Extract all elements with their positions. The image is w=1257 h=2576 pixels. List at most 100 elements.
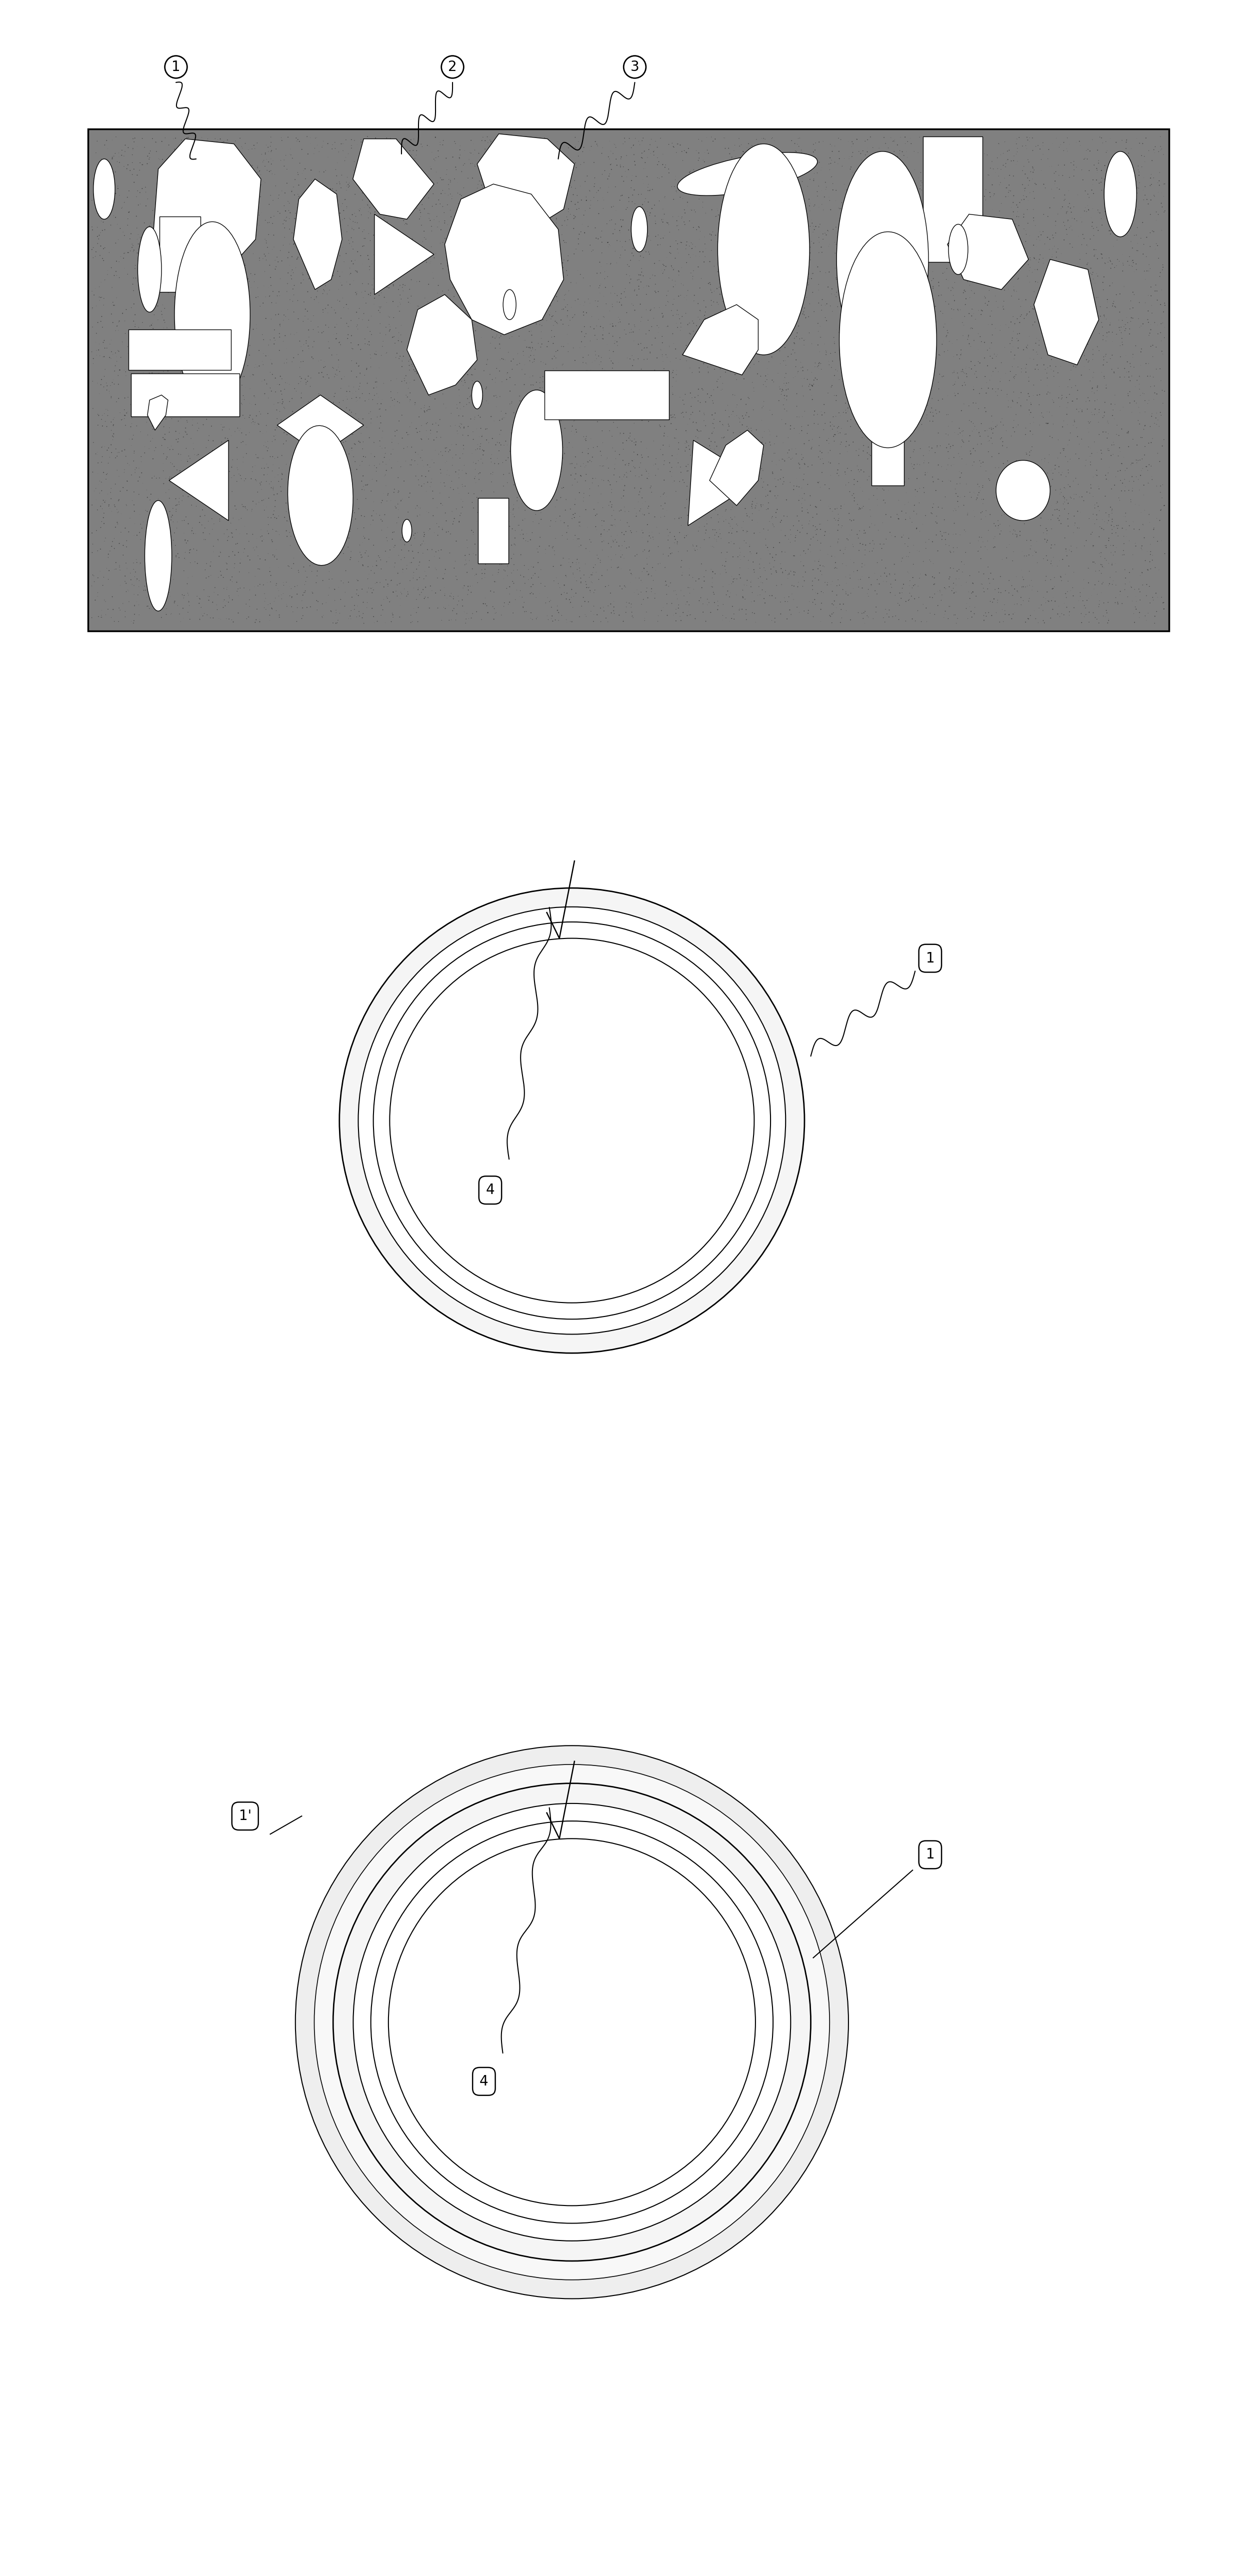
Point [500, 263, 520, 304]
Point [654, 474, 674, 515]
Point [573, 196, 593, 237]
Point [847, 162, 867, 204]
Point [1076, 381, 1096, 422]
Point [1154, 191, 1174, 232]
Point [999, 477, 1019, 518]
Point [919, 425, 939, 466]
Point [549, 567, 569, 608]
Point [994, 263, 1014, 304]
Point [900, 415, 920, 456]
Point [664, 322, 684, 363]
Point [563, 374, 583, 415]
Point [1099, 188, 1119, 229]
Point [571, 502, 591, 544]
Point [934, 500, 954, 541]
Point [272, 459, 292, 500]
Point [659, 567, 679, 608]
Point [997, 495, 1017, 536]
Polygon shape [683, 304, 758, 376]
Point [807, 495, 827, 536]
Point [173, 574, 194, 616]
Point [387, 381, 407, 422]
Point [931, 518, 952, 559]
Point [828, 407, 848, 448]
Point [980, 242, 1001, 283]
Point [571, 526, 591, 567]
Point [799, 500, 820, 541]
Point [224, 294, 244, 335]
Point [781, 461, 801, 502]
Point [432, 507, 453, 549]
Point [398, 368, 419, 410]
Point [1121, 482, 1141, 523]
Point [762, 118, 782, 160]
Point [400, 381, 420, 422]
Point [333, 479, 353, 520]
Point [390, 598, 410, 639]
Point [412, 456, 432, 497]
Point [1003, 183, 1023, 224]
Point [1024, 590, 1045, 631]
Point [1153, 185, 1173, 227]
Point [419, 291, 439, 332]
Point [557, 358, 577, 399]
Point [606, 167, 626, 209]
Point [263, 495, 283, 536]
Point [450, 389, 470, 430]
Point [148, 368, 168, 410]
Point [387, 332, 407, 374]
Point [1045, 335, 1065, 376]
Point [539, 479, 559, 520]
Point [172, 361, 192, 402]
Point [263, 435, 283, 477]
Point [616, 510, 636, 551]
Point [285, 502, 305, 544]
Point [998, 173, 1018, 214]
Point [293, 227, 313, 268]
Point [585, 142, 605, 183]
Point [802, 204, 822, 245]
Point [388, 456, 409, 497]
Point [308, 307, 328, 348]
Point [409, 544, 429, 585]
Point [551, 477, 571, 518]
Point [700, 263, 720, 304]
Point [970, 317, 991, 358]
Point [621, 562, 641, 603]
Point [129, 513, 150, 554]
Point [755, 214, 776, 255]
Point [1101, 435, 1121, 477]
Point [634, 327, 654, 368]
Point [387, 371, 407, 412]
Point [337, 386, 357, 428]
Point [128, 567, 148, 608]
Point [1126, 577, 1146, 618]
Point [318, 322, 338, 363]
Point [940, 425, 960, 466]
Point [705, 304, 725, 345]
Point [914, 263, 934, 304]
Point [973, 482, 993, 523]
Point [792, 157, 812, 198]
Point [378, 474, 398, 515]
Point [264, 415, 284, 456]
Point [230, 544, 250, 585]
Point [763, 129, 783, 170]
Point [113, 526, 133, 567]
Point [158, 513, 178, 554]
Point [370, 131, 390, 173]
Point [155, 204, 175, 245]
Point [103, 407, 123, 448]
Point [136, 489, 156, 531]
Point [539, 273, 559, 314]
Point [910, 554, 930, 595]
Point [388, 286, 409, 327]
Point [236, 598, 256, 639]
Point [558, 322, 578, 363]
Point [420, 564, 440, 605]
Point [655, 381, 675, 422]
Point [838, 224, 859, 265]
Point [861, 379, 881, 420]
Point [108, 219, 128, 260]
Point [1115, 471, 1135, 513]
